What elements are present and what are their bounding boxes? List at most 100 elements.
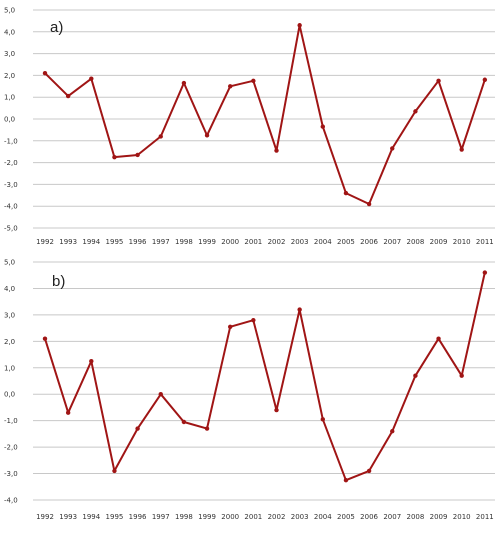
x-tick-label-b-11: 2003 bbox=[291, 513, 309, 521]
data-point-a-10 bbox=[274, 148, 279, 153]
y-tick-label-b-0: -4,0 bbox=[4, 497, 18, 505]
data-point-a-2 bbox=[89, 76, 94, 81]
y-tick-label-b-7: 3,0 bbox=[4, 311, 15, 319]
data-point-b-12 bbox=[320, 417, 325, 422]
data-point-a-16 bbox=[413, 109, 418, 114]
x-tick-label-b-14: 2006 bbox=[360, 513, 378, 521]
data-point-b-8 bbox=[228, 324, 233, 329]
y-tick-label-b-5: 1,0 bbox=[4, 364, 15, 372]
data-point-b-3 bbox=[112, 468, 117, 474]
x-tick-label-a-0: 1992 bbox=[36, 238, 54, 246]
x-tick-label-b-2: 1994 bbox=[82, 513, 100, 521]
panel-label-a: a) bbox=[50, 19, 63, 36]
data-point-b-0 bbox=[42, 336, 48, 341]
x-tick-label-b-15: 2007 bbox=[383, 513, 401, 521]
y-tick-label-b-6: 2,0 bbox=[4, 338, 15, 346]
data-point-a-17 bbox=[436, 78, 441, 84]
x-tick-label-a-16: 2008 bbox=[406, 238, 424, 246]
panel-label-b: b) bbox=[52, 273, 65, 290]
data-point-a-5 bbox=[158, 134, 163, 139]
y-tick-label-a-1: -4,0 bbox=[4, 203, 18, 211]
y-tick-label-a-2: -3,0 bbox=[4, 181, 18, 189]
data-point-b-17 bbox=[436, 336, 441, 341]
x-tick-label-b-5: 1997 bbox=[152, 513, 170, 521]
data-point-a-4 bbox=[135, 152, 140, 158]
data-point-a-0 bbox=[42, 71, 48, 76]
x-tick-label-a-11: 2003 bbox=[291, 238, 309, 246]
x-tick-label-a-5: 1997 bbox=[152, 238, 170, 246]
data-point-a-3 bbox=[112, 154, 117, 160]
chart-a: -5,0 -4,0 -3,0 -2,0 -1,0 0,0 1,0 2,0 3,0 4,0 5,0 19… bbox=[4, 7, 495, 246]
data-point-b-2 bbox=[89, 358, 94, 364]
data-point-a-18 bbox=[459, 147, 464, 152]
data-point-a-6 bbox=[181, 80, 187, 86]
x-tick-label-a-19: 2011 bbox=[476, 238, 494, 246]
data-point-b-15 bbox=[390, 429, 395, 434]
data-point-b-11 bbox=[297, 307, 302, 312]
x-tick-label-a-4: 1996 bbox=[129, 238, 147, 246]
x-tick-label-a-1: 1993 bbox=[59, 238, 77, 246]
x-tick-label-b-10: 2002 bbox=[268, 513, 286, 521]
y-tick-label-a-8: 3,0 bbox=[4, 50, 15, 58]
data-point-a-14 bbox=[366, 201, 372, 207]
series-line-b bbox=[44, 272, 486, 482]
y-tick-label-b-3: -1,0 bbox=[4, 417, 18, 425]
chart-b: -4,0 -3,0 -2,0 -1,0 0,0 1,0 2,0 3,0 4,0 5,0 1992 19… bbox=[4, 259, 495, 521]
y-tick-label-a-7: 2,0 bbox=[4, 72, 15, 80]
y-tick-label-b-2: -2,0 bbox=[4, 444, 18, 452]
x-tick-label-b-0: 1992 bbox=[36, 513, 54, 521]
x-tick-label-a-6: 1998 bbox=[175, 238, 193, 246]
x-tick-label-a-2: 1994 bbox=[82, 238, 100, 246]
data-point-b-13 bbox=[343, 477, 349, 483]
data-point-b-9 bbox=[251, 317, 256, 323]
x-tick-label-b-1: 1993 bbox=[59, 513, 77, 521]
x-tick-label-b-8: 2000 bbox=[221, 513, 239, 521]
data-point-a-9 bbox=[251, 78, 256, 84]
x-tick-label-b-3: 1995 bbox=[106, 513, 124, 521]
data-point-b-10 bbox=[274, 407, 279, 413]
data-point-a-12 bbox=[320, 124, 325, 129]
series-line-a bbox=[44, 24, 486, 205]
x-tick-label-a-17: 2009 bbox=[430, 238, 448, 246]
y-tick-label-a-4: -1,0 bbox=[4, 137, 18, 145]
y-tick-label-a-0: -5,0 bbox=[4, 225, 18, 233]
data-point-b-6 bbox=[181, 419, 187, 425]
data-point-b-7 bbox=[204, 426, 210, 431]
data-point-a-8 bbox=[228, 84, 233, 89]
x-tick-label-b-4: 1996 bbox=[129, 513, 147, 521]
data-point-b-1 bbox=[65, 410, 71, 415]
x-tick-label-a-18: 2010 bbox=[453, 238, 471, 246]
data-point-b-18 bbox=[459, 373, 464, 378]
data-point-a-15 bbox=[390, 146, 395, 151]
x-tick-label-b-16: 2008 bbox=[406, 513, 424, 521]
data-point-b-5 bbox=[158, 392, 163, 397]
data-point-a-19 bbox=[482, 77, 488, 82]
y-tick-label-a-6: 1,0 bbox=[4, 94, 15, 102]
x-tick-label-b-9: 2001 bbox=[244, 513, 262, 521]
x-tick-label-b-6: 1998 bbox=[175, 513, 193, 521]
x-tick-label-a-7: 1999 bbox=[198, 238, 216, 246]
data-point-a-7 bbox=[204, 133, 210, 138]
data-point-a-11 bbox=[297, 23, 302, 28]
x-tick-label-a-9: 2001 bbox=[244, 238, 262, 246]
x-tick-label-a-15: 2007 bbox=[383, 238, 401, 246]
x-tick-label-a-10: 2002 bbox=[268, 238, 286, 246]
x-tick-label-b-12: 2004 bbox=[314, 513, 332, 521]
x-tick-label-a-14: 2006 bbox=[360, 238, 378, 246]
data-point-a-1 bbox=[65, 93, 71, 99]
x-tick-label-b-17: 2009 bbox=[430, 513, 448, 521]
x-tick-label-a-3: 1995 bbox=[106, 238, 124, 246]
y-tick-label-b-4: 0,0 bbox=[4, 391, 15, 399]
data-point-b-4 bbox=[135, 426, 140, 431]
x-tick-label-b-7: 1999 bbox=[198, 513, 216, 521]
y-tick-label-b-9: 5,0 bbox=[4, 259, 15, 267]
y-tick-label-a-9: 4,0 bbox=[4, 28, 15, 36]
x-tick-label-a-12: 2004 bbox=[314, 238, 332, 246]
y-tick-label-a-5: 0,0 bbox=[4, 116, 15, 124]
y-tick-label-a-3: -2,0 bbox=[4, 159, 18, 167]
y-tick-label-b-1: -3,0 bbox=[4, 470, 18, 478]
x-tick-label-b-13: 2005 bbox=[337, 513, 355, 521]
x-tick-label-a-13: 2005 bbox=[337, 238, 355, 246]
y-tick-label-a-10: 5,0 bbox=[4, 7, 15, 15]
y-tick-label-b-8: 4,0 bbox=[4, 285, 15, 293]
